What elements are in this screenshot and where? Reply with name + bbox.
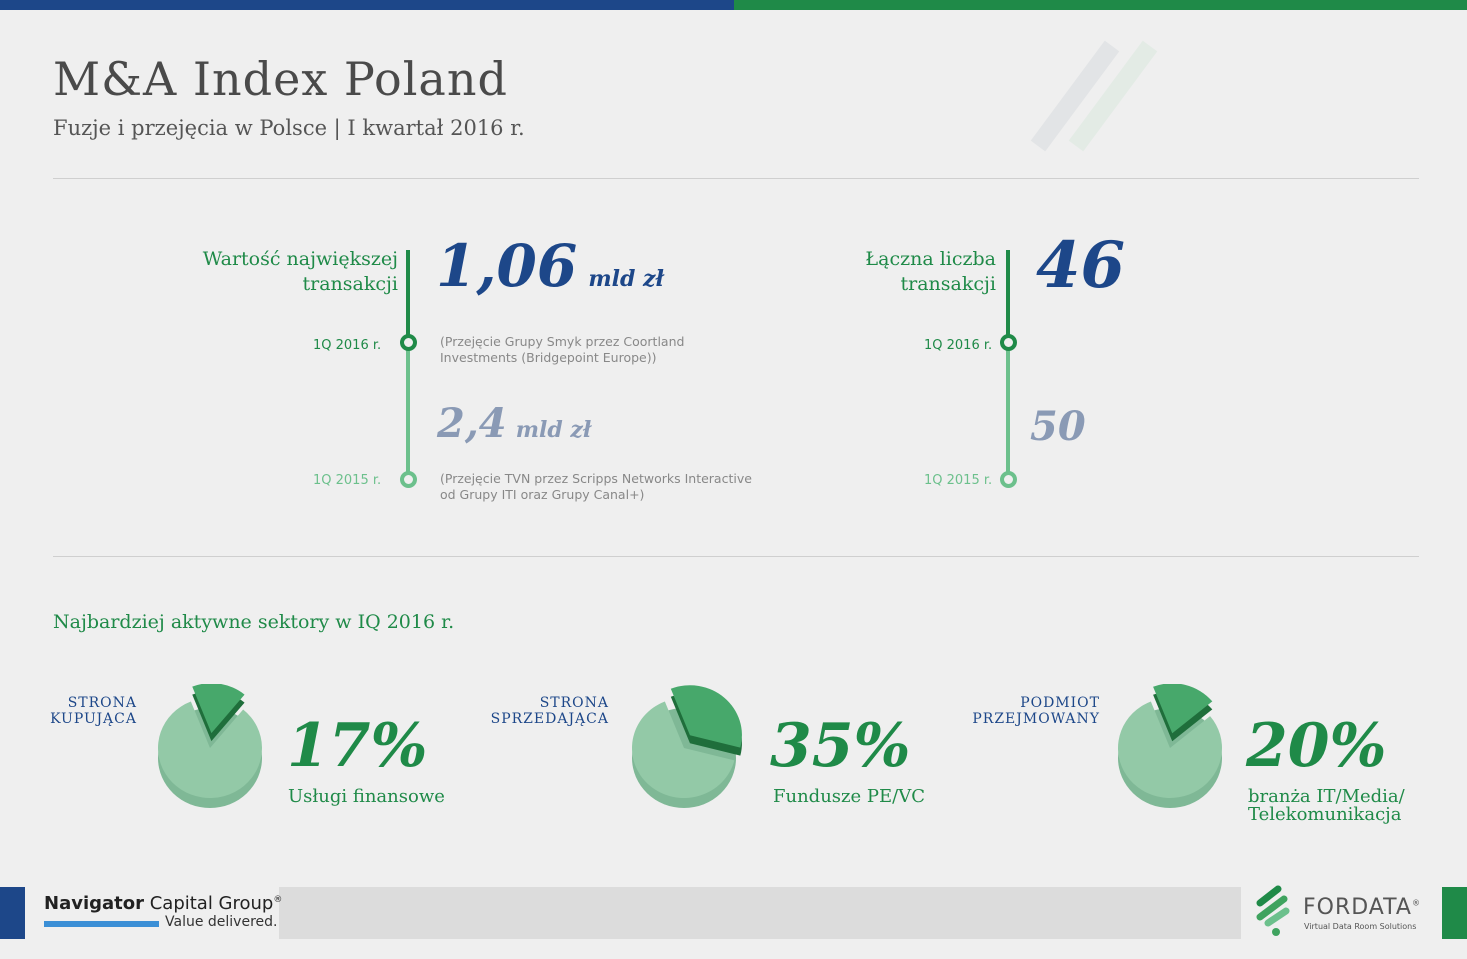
total-deals-label-line2: transakcji: [900, 273, 996, 295]
pie-slice-highlight: [192, 684, 245, 734]
largest-deal-current-note-line1: (Przejęcie Grupy Smyk przez Coortland: [440, 334, 685, 349]
ncg-logo-rest: Capital Group: [144, 893, 274, 914]
pie-icon-seller: [632, 685, 742, 808]
footer-accent-green: [1442, 887, 1467, 939]
sector-head-seller-line1: STRONA: [539, 695, 609, 711]
largest-deal-label-line1: Wartość największej: [202, 248, 398, 270]
pie-icon-buyer: [158, 684, 262, 808]
top-bar-green: [734, 0, 1467, 10]
largest-deal-previous-value: 2,4: [437, 400, 507, 447]
largest-deal-current: 1,06 mld zł: [436, 232, 664, 300]
sector-label-target: branża IT/Media/ Telekomunikacja: [1248, 788, 1448, 824]
total-deals-current-value: 46: [1036, 228, 1126, 303]
largest-deal-current-unit: mld zł: [588, 266, 664, 292]
ncg-tagline: Value delivered.: [165, 914, 278, 930]
ncg-logo-bold: Navigator: [44, 893, 144, 914]
pie-slice-highlight: [670, 685, 742, 748]
largest-deal-current-note-line2: Investments (Bridgepoint Europe)): [440, 350, 657, 365]
pie-slice-rest: [158, 701, 262, 798]
sector-head-buyer-line2: KUPUJĄCA: [50, 711, 137, 727]
decorative-stripes: [1030, 40, 1158, 152]
timeline-line-dark: [406, 250, 410, 343]
sector-percent-buyer: 17%: [287, 711, 428, 781]
sector-label-buyer: Usługi finansowe: [288, 788, 508, 806]
total-deals-label-line1: Łączna liczba: [865, 248, 996, 270]
sector-label-buyer-line1: Usługi finansowe: [288, 786, 445, 807]
largest-deal-label: Wartość największej transakcji: [150, 247, 398, 297]
timeline-dot-2015-b: [1000, 471, 1017, 488]
sector-head-seller-line2: SPRZEDAJĄCA: [490, 711, 609, 727]
timeline-line-light-2: [1006, 343, 1010, 479]
sector-head-target: PODMIOT PRZEJMOWANY: [940, 695, 1100, 727]
sector-label-seller-line1: Fundusze PE/VC: [773, 786, 925, 807]
divider-top: [53, 178, 1419, 179]
largest-deal-previous-note-line2: od Grupy ITI oraz Grupy Canal+): [440, 487, 645, 502]
largest-deal-label-line2: transakcji: [302, 273, 398, 295]
total-deals-label: Łączna liczba transakcji: [796, 247, 996, 297]
largest-deal-previous: 2,4 mld zł: [437, 400, 591, 447]
sector-label-seller: Fundusze PE/VC: [773, 788, 993, 806]
largest-deal-current-note: (Przejęcie Grupy Smyk przez Coortland In…: [440, 334, 740, 366]
sectors-title: Najbardziej aktywne sektory w IQ 2016 r.: [53, 611, 455, 633]
fordata-logo-icon: [1256, 885, 1290, 936]
timeline-dot-2015: [400, 471, 417, 488]
largest-deal-previous-unit: mld zł: [515, 417, 592, 443]
fordata-name: FORDATA: [1303, 895, 1412, 920]
total-deals-current-period: 1Q 2016 r.: [924, 338, 993, 353]
fordata-tagline: Virtual Data Room Solutions: [1304, 922, 1417, 931]
timeline-line-dark-2: [1006, 250, 1010, 343]
timeline-dot-2016-b: [1000, 334, 1017, 351]
timeline-dot-2016: [400, 334, 417, 351]
footer-strip: [279, 887, 1241, 939]
fordata-reg: ®: [1411, 898, 1421, 908]
ncg-logo-bar: [44, 921, 159, 927]
footer-accent-blue: [0, 887, 25, 939]
largest-deal-current-period: 1Q 2016 r.: [313, 338, 382, 353]
total-deals-previous-period: 1Q 2015 r.: [924, 473, 993, 488]
pie-icon-target: [1118, 684, 1222, 808]
divider-middle: [53, 556, 1419, 557]
top-bar-blue: [0, 0, 734, 10]
sector-head-buyer-line1: STRONA: [67, 695, 137, 711]
ncg-logo-reg: ®: [273, 895, 283, 905]
sector-head-target-line1: PODMIOT: [1020, 695, 1100, 711]
sector-percent-target: 20%: [1246, 711, 1387, 781]
pie-slice-rest: [1118, 701, 1222, 798]
sector-label-target-line2: Telekomunikacja: [1248, 804, 1402, 825]
total-deals-previous-value: 50: [1030, 403, 1086, 450]
sector-head-seller: STRONA SPRZEDAJĄCA: [460, 695, 609, 727]
page-title: M&A Index Poland: [53, 52, 508, 106]
sector-head-target-line2: PRZEJMOWANY: [972, 711, 1100, 727]
page-subtitle: Fuzje i przejęcia w Polsce | I kwartał 2…: [53, 116, 525, 140]
largest-deal-previous-period: 1Q 2015 r.: [313, 473, 382, 488]
pie-slice-highlight: [1153, 684, 1213, 734]
sector-percent-seller: 35%: [770, 711, 911, 781]
sector-label-target-line1: branża IT/Media/: [1248, 786, 1405, 807]
ncg-logo: Navigator Capital Group®: [44, 893, 282, 914]
timeline-line-light: [406, 343, 410, 479]
pie-slice-rest: [632, 701, 735, 798]
largest-deal-previous-note: (Przejęcie TVN przez Scripps Networks In…: [440, 471, 770, 503]
fordata-logo-text: FORDATA®: [1303, 895, 1421, 920]
largest-deal-previous-note-line1: (Przejęcie TVN przez Scripps Networks In…: [440, 471, 752, 486]
sector-head-buyer: STRONA KUPUJĄCA: [20, 695, 137, 727]
largest-deal-current-value: 1,06: [436, 232, 578, 300]
